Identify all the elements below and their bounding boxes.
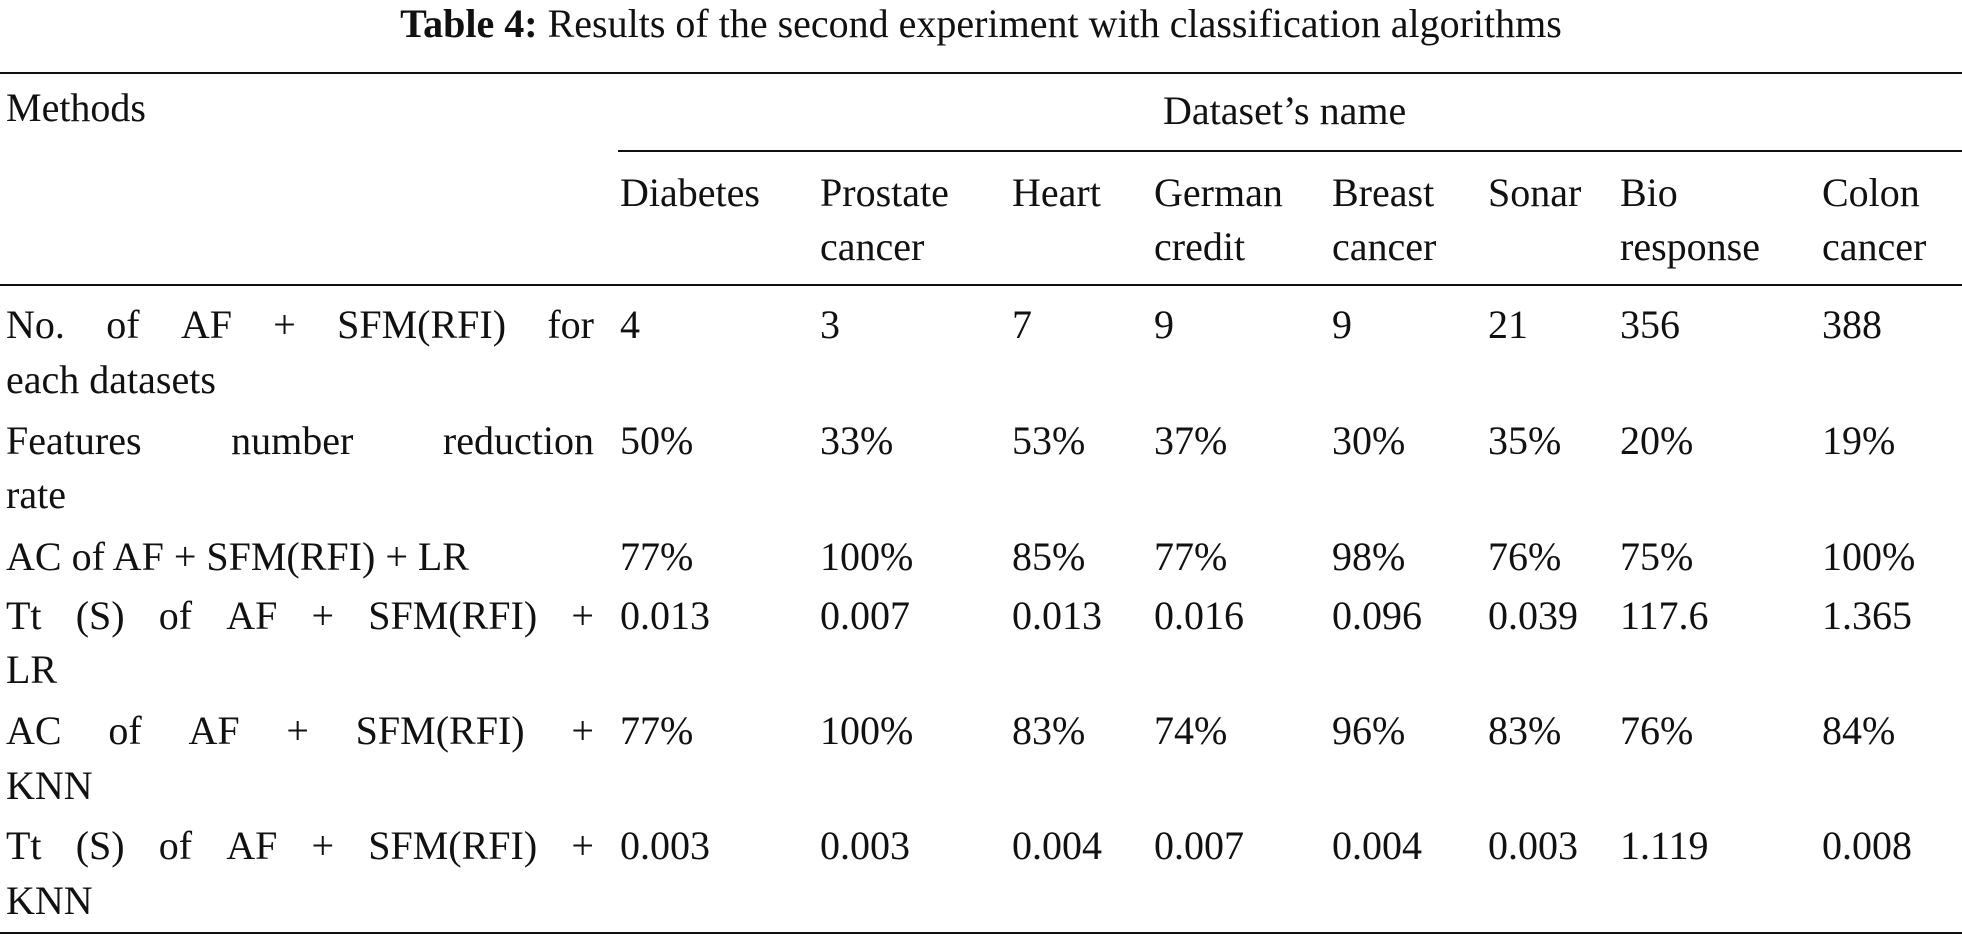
method-label: KNN <box>6 878 93 923</box>
table-cell: 33% <box>820 418 894 463</box>
table-cell: 3 <box>820 302 840 347</box>
method-label: rate <box>6 472 66 517</box>
method-label: LR <box>6 647 58 692</box>
methods-header: Methods <box>6 85 146 130</box>
table-caption-label: Table 4: <box>400 1 538 46</box>
method-label: Tt (S) of AF + SFM(RFI) + <box>6 593 594 638</box>
table-cell: 0.016 <box>1154 593 1244 638</box>
table-caption: Table 4: Results of the second experimen… <box>0 0 1962 48</box>
dataset-group-header: Dataset’s name <box>1163 88 1407 133</box>
method-label: No. of AF + SFM(RFI) for <box>6 302 594 347</box>
table-cell: 74% <box>1154 708 1228 753</box>
table-cell: 4 <box>620 302 640 347</box>
table-cell: 76% <box>1620 708 1694 753</box>
table-cell: 96% <box>1332 708 1406 753</box>
dataset-column-header: response <box>1620 224 1760 269</box>
table-cell: 356 <box>1620 302 1680 347</box>
table-cell: 35% <box>1488 418 1562 463</box>
table-cell: 0.008 <box>1822 823 1912 868</box>
dataset-column-header: cancer <box>820 224 925 269</box>
table-cell: 30% <box>1332 418 1406 463</box>
table-cell: 100% <box>1822 534 1916 579</box>
dataset-column-header: Colon <box>1822 170 1920 215</box>
method-label: AC of AF + SFM(RFI) + <box>6 708 594 753</box>
table-caption-text: Results of the second experiment with cl… <box>547 1 1562 46</box>
dataset-column-header: cancer <box>1822 224 1927 269</box>
table-cell: 388 <box>1822 302 1882 347</box>
table-cell: 0.003 <box>1488 823 1578 868</box>
table-cell: 75% <box>1620 534 1694 579</box>
table-cell: 0.096 <box>1332 593 1422 638</box>
method-label: Tt (S) of AF + SFM(RFI) + <box>6 823 594 868</box>
method-label: KNN <box>6 763 93 808</box>
table-cell: 0.003 <box>620 823 710 868</box>
method-label: Features number reduction <box>6 418 594 463</box>
bottom-rule <box>0 932 1962 934</box>
table-cell: 9 <box>1332 302 1352 347</box>
table-cell: 1.365 <box>1822 593 1912 638</box>
table-cell: 0.013 <box>1012 593 1102 638</box>
table-cell: 1.119 <box>1620 823 1709 868</box>
dataset-column-header: German <box>1154 170 1283 215</box>
table-cell: 37% <box>1154 418 1228 463</box>
table-cell: 0.007 <box>820 593 910 638</box>
table-cell: 85% <box>1012 534 1086 579</box>
dataset-column-header: Breast <box>1332 170 1435 215</box>
table-cell: 50% <box>620 418 694 463</box>
table-cell: 0.003 <box>820 823 910 868</box>
table-cell: 84% <box>1822 708 1896 753</box>
dataset-column-header: Diabetes <box>620 170 760 215</box>
top-rule <box>0 72 1962 74</box>
table-cell: 19% <box>1822 418 1896 463</box>
table-cell: 0.004 <box>1332 823 1422 868</box>
table-cell: 0.013 <box>620 593 710 638</box>
table-cell: 9 <box>1154 302 1174 347</box>
table-cell: 100% <box>820 534 914 579</box>
dataset-column-header: Heart <box>1012 170 1101 215</box>
table-cell: 7 <box>1012 302 1032 347</box>
table-cell: 100% <box>820 708 914 753</box>
dataset-column-header: credit <box>1154 224 1246 269</box>
table-cell: 0.007 <box>1154 823 1244 868</box>
table-cell: 0.039 <box>1488 593 1578 638</box>
group-header-rule <box>618 150 1962 152</box>
table-cell: 77% <box>1154 534 1228 579</box>
table-cell: 83% <box>1012 708 1086 753</box>
dataset-column-header: Prostate <box>820 170 949 215</box>
dataset-column-header: Sonar <box>1488 170 1582 215</box>
table-cell: 98% <box>1332 534 1406 579</box>
table-cell: 77% <box>620 708 694 753</box>
dataset-column-header: Bio <box>1620 170 1678 215</box>
table-cell: 117.6 <box>1620 593 1709 638</box>
method-label: each datasets <box>6 357 216 402</box>
table-cell: 83% <box>1488 708 1562 753</box>
table-cell: 21 <box>1488 302 1528 347</box>
dataset-column-header: cancer <box>1332 224 1437 269</box>
table-cell: 76% <box>1488 534 1562 579</box>
table-cell: 77% <box>620 534 694 579</box>
table-cell: 0.004 <box>1012 823 1102 868</box>
table-cell: 20% <box>1620 418 1694 463</box>
table-cell: 53% <box>1012 418 1086 463</box>
header-bottom-rule <box>0 284 1962 286</box>
method-label: AC of AF + SFM(RFI) + LR <box>6 534 469 579</box>
